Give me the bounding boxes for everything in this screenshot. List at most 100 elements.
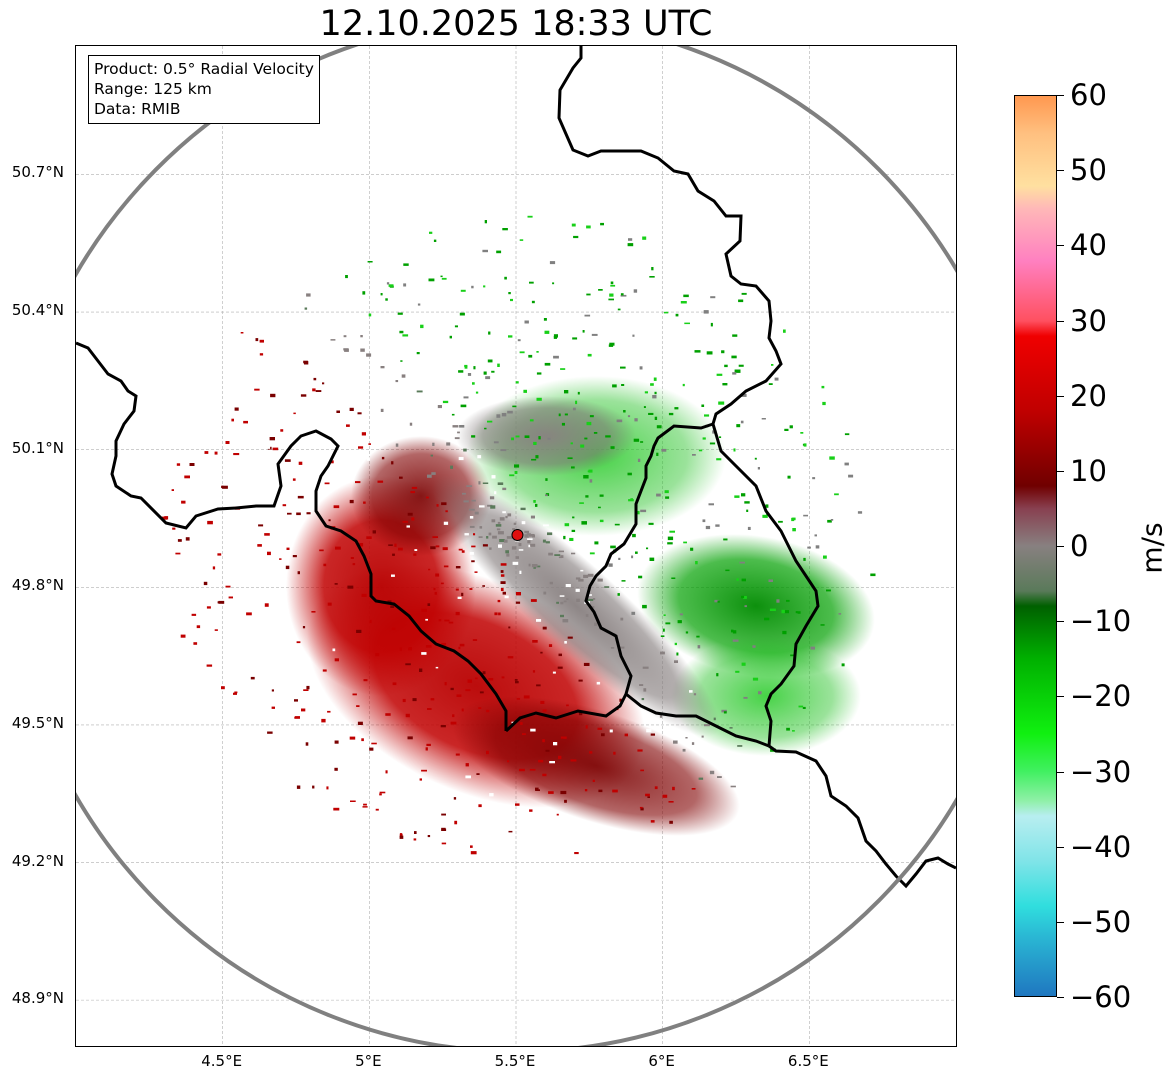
- echo-bin: [632, 533, 636, 538]
- echo-bin: [426, 496, 429, 499]
- echo-bin: [488, 331, 491, 335]
- echo-bin: [361, 593, 367, 597]
- echo-bin: [459, 312, 465, 316]
- echo-bin: [486, 536, 489, 539]
- echo-bin: [660, 651, 665, 655]
- echo-bin: [515, 435, 520, 438]
- echo-bin: [507, 760, 510, 763]
- colorbar-tick-label: 20: [1070, 378, 1107, 413]
- echo-bin: [321, 718, 326, 723]
- echo-bin: [479, 691, 484, 694]
- echo-bin: [399, 833, 403, 837]
- echo-bin: [461, 550, 465, 553]
- echo-bin: [733, 448, 736, 452]
- echo-bin: [741, 578, 746, 582]
- echo-bin: [472, 639, 478, 641]
- echo-bin: [567, 457, 573, 459]
- echo-bin: [599, 494, 604, 497]
- echo-bin: [814, 534, 817, 537]
- radar-map[interactable]: [75, 45, 957, 1047]
- echo-bin: [432, 536, 438, 538]
- echo-bin: [494, 612, 498, 616]
- echo-speckles: [161, 215, 876, 855]
- echo-bin: [640, 509, 647, 513]
- echo-bin: [515, 681, 519, 684]
- echo-bin: [535, 455, 539, 459]
- echo-bin: [428, 278, 435, 282]
- echo-bin: [702, 519, 706, 523]
- echo-bin: [621, 384, 625, 386]
- echo-bin: [508, 830, 513, 833]
- echo-bin: [721, 709, 727, 713]
- border-luxembourg-germany: [711, 423, 820, 747]
- echo-bin: [470, 845, 473, 848]
- echo-bin: [161, 516, 167, 520]
- echo-bin: [479, 505, 485, 508]
- colorbar-tick-label: 0: [1070, 529, 1089, 563]
- echo-bin: [820, 624, 825, 626]
- echo-bin: [497, 363, 500, 367]
- echo-bin: [545, 749, 550, 752]
- echo-bin: [685, 631, 689, 634]
- echo-bin: [502, 591, 506, 595]
- echo-bin: [610, 281, 614, 285]
- echo-bin: [542, 773, 547, 777]
- echo-bin: [620, 294, 627, 297]
- echo-bin: [648, 522, 654, 525]
- echo-bin: [659, 715, 662, 718]
- echo-bin: [768, 383, 773, 385]
- echo-bin: [536, 351, 539, 353]
- echo-bin: [594, 622, 598, 626]
- echo-bin: [352, 563, 356, 566]
- echo-bin: [821, 385, 825, 389]
- echo-bin: [486, 709, 490, 713]
- echo-bin: [643, 406, 646, 408]
- echo-bin: [503, 539, 508, 543]
- echo-bin: [296, 512, 301, 516]
- echo-bin: [662, 794, 668, 798]
- echo-bin: [528, 354, 533, 358]
- echo-bin: [604, 586, 610, 588]
- echo-bin: [691, 788, 696, 790]
- echo-bin: [795, 611, 798, 614]
- echo-bin: [334, 767, 338, 771]
- echo-bin: [575, 400, 578, 405]
- echo-bin: [441, 828, 447, 831]
- echo-bin: [381, 456, 385, 460]
- echo-bin: [616, 419, 623, 423]
- echo-bin: [662, 628, 665, 632]
- colorbar-tick: [1057, 997, 1064, 998]
- echo-bin: [613, 751, 616, 755]
- echo-bin: [233, 453, 240, 456]
- echo-bin: [487, 420, 493, 423]
- echo-bin: [676, 652, 679, 656]
- echo-bin: [526, 533, 531, 536]
- colorbar-tick-label: −10: [1070, 604, 1132, 639]
- echo-bin: [385, 713, 391, 716]
- echo-bin: [296, 785, 301, 789]
- echo-bin: [529, 534, 535, 537]
- echo-bin: [656, 425, 662, 429]
- echo-bin: [469, 588, 473, 590]
- echo-bin: [734, 495, 740, 498]
- echo-bin: [535, 503, 538, 507]
- echo-bin: [467, 679, 473, 683]
- echo-bin: [829, 456, 835, 460]
- lon-tick-label: 4.5°E: [201, 1052, 243, 1070]
- echo-bin: [243, 420, 248, 424]
- echo-bin: [454, 820, 458, 825]
- echo-bin: [358, 446, 364, 449]
- echo-bin: [508, 626, 511, 629]
- echo-bin: [495, 524, 502, 527]
- echo-bin: [286, 547, 290, 550]
- echo-bin: [560, 555, 564, 558]
- echo-bin: [575, 577, 581, 580]
- echo-bin: [511, 546, 517, 550]
- echo-bin: [355, 481, 361, 484]
- echo-bin: [411, 517, 415, 521]
- echo-bin: [610, 446, 615, 449]
- echo-bin: [380, 408, 384, 412]
- echo-bin: [270, 726, 274, 729]
- border-luxembourg-france: [625, 692, 770, 748]
- echo-bin: [768, 579, 773, 582]
